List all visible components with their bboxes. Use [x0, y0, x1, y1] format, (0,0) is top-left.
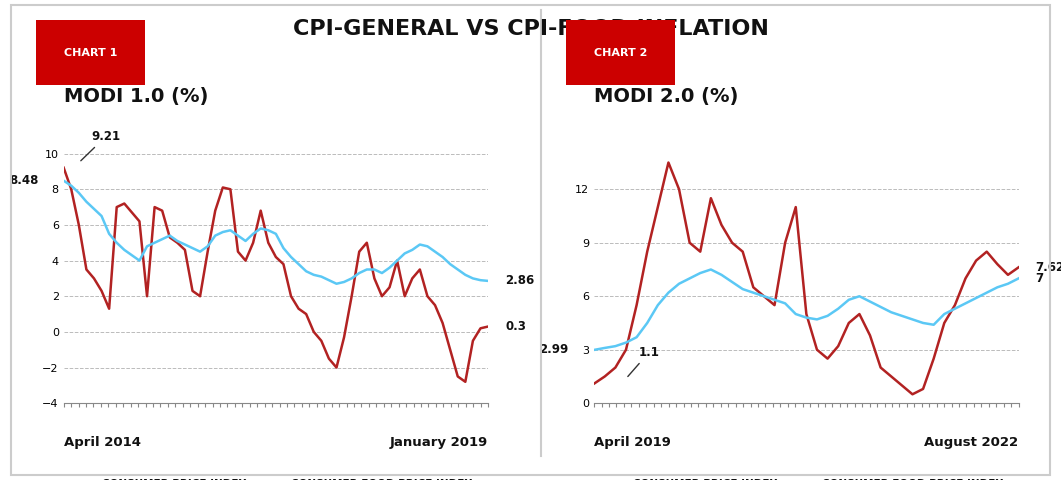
- Text: April 2014: April 2014: [64, 436, 141, 449]
- Text: CHART 2: CHART 2: [594, 48, 647, 58]
- Text: August 2022: August 2022: [924, 436, 1019, 449]
- Text: 2.86: 2.86: [505, 275, 535, 288]
- Text: CPI-GENERAL VS CPI-FOOD INFLATION: CPI-GENERAL VS CPI-FOOD INFLATION: [293, 19, 768, 39]
- Text: April 2019: April 2019: [594, 436, 671, 449]
- Text: 2.99: 2.99: [539, 343, 569, 356]
- Text: 7: 7: [1036, 272, 1044, 285]
- Legend: CONSUMER PRICE INDEX, CONSUMER FOOD PRICE INDEX: CONSUMER PRICE INDEX, CONSUMER FOOD PRIC…: [69, 475, 477, 480]
- Text: 7.62: 7.62: [1036, 261, 1061, 274]
- Text: MODI 1.0 (%): MODI 1.0 (%): [64, 86, 208, 106]
- Legend: CONSUMER PRICE INDEX, CONSUMER FOOD PRICE INDEX: CONSUMER PRICE INDEX, CONSUMER FOOD PRIC…: [599, 475, 1008, 480]
- Text: January 2019: January 2019: [389, 436, 488, 449]
- Text: 9.21: 9.21: [81, 130, 121, 161]
- Text: CHART 1: CHART 1: [64, 48, 117, 58]
- Text: 8.48: 8.48: [8, 174, 38, 187]
- Text: 1.1: 1.1: [628, 346, 660, 376]
- Text: MODI 2.0 (%): MODI 2.0 (%): [594, 86, 738, 106]
- Text: 0.3: 0.3: [505, 320, 526, 333]
